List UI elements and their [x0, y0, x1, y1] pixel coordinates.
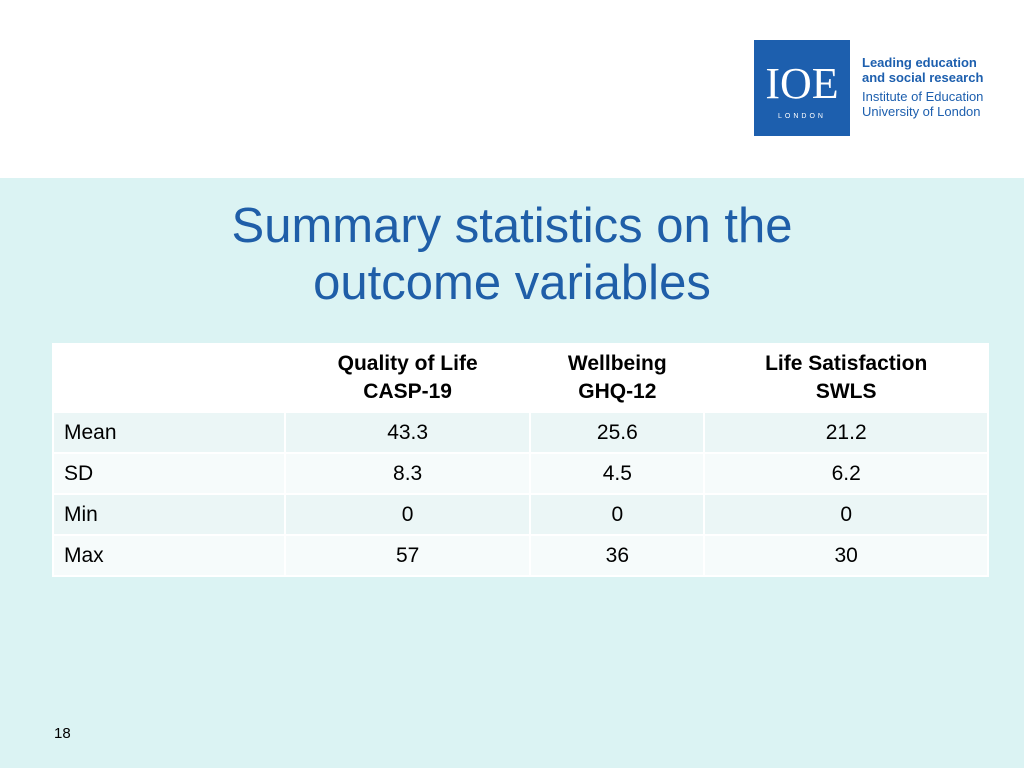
header-band [0, 0, 1024, 178]
table-cell: 0 [283, 493, 532, 536]
row-label: SD [52, 452, 286, 495]
logo-mark: IOE [765, 59, 838, 108]
table-cell: 43.3 [283, 411, 532, 454]
logo-sub: LONDON [778, 113, 826, 120]
row-label: Mean [52, 411, 286, 454]
table-row: Mean 43.3 25.6 21.2 [52, 411, 989, 454]
table-cell: 25.6 [529, 411, 706, 454]
table-cell: 36 [529, 534, 706, 577]
table-cell: 4.5 [529, 452, 706, 495]
table-cell: 0 [529, 493, 706, 536]
column-header: Quality of Life CASP-19 [283, 343, 532, 413]
column-header: Life Satisfaction SWLS [703, 343, 989, 413]
tagline-line: Leading education [862, 55, 977, 70]
ioe-logo: IOE LONDON [754, 40, 850, 136]
table-cell: 8.3 [283, 452, 532, 495]
column-header: Wellbeing GHQ-12 [529, 343, 706, 413]
table-row: Min 0 0 0 [52, 493, 989, 536]
table-row: SD 8.3 4.5 6.2 [52, 452, 989, 495]
header-corner-cell [52, 343, 286, 413]
table-cell: 57 [283, 534, 532, 577]
slide-number: 18 [54, 725, 71, 742]
table-cell: 21.2 [703, 411, 989, 454]
table-header-row: Quality of Life CASP-19 Wellbeing GHQ-12… [52, 343, 989, 413]
table-cell: 0 [703, 493, 989, 536]
logo-tagline: Leading education and social research In… [862, 55, 983, 119]
row-label: Min [52, 493, 286, 536]
tagline-line: Institute of Education [862, 89, 984, 104]
tagline-line: University of London [862, 104, 981, 119]
table-row: Max 57 36 30 [52, 534, 989, 577]
title-line: Summary statistics on the [231, 199, 793, 253]
table-cell: 6.2 [703, 452, 989, 495]
summary-statistics-table: Quality of Life CASP-19 Wellbeing GHQ-12… [52, 343, 989, 577]
row-label: Max [52, 534, 286, 577]
tagline-line: and social research [862, 70, 984, 85]
slide-title: Summary statistics on the outcome variab… [0, 198, 1024, 312]
title-line: outcome variables [313, 256, 711, 310]
table-cell: 30 [703, 534, 989, 577]
